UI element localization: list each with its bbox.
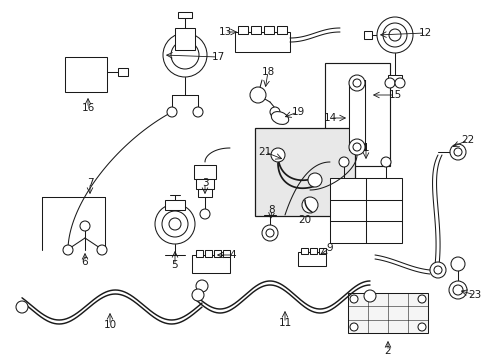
Circle shape — [270, 148, 285, 162]
Text: 3: 3 — [201, 178, 208, 188]
Circle shape — [394, 78, 404, 88]
Bar — [178, 12, 192, 18]
Text: 23: 23 — [468, 290, 481, 300]
Circle shape — [265, 229, 273, 237]
Circle shape — [349, 295, 357, 303]
Circle shape — [382, 23, 406, 47]
Circle shape — [193, 107, 203, 117]
Text: 19: 19 — [291, 107, 304, 117]
Circle shape — [97, 245, 107, 255]
Text: 13: 13 — [218, 27, 231, 37]
Circle shape — [192, 289, 203, 301]
Circle shape — [388, 29, 400, 41]
Bar — [192, 255, 229, 273]
Circle shape — [363, 290, 375, 302]
Bar — [196, 250, 203, 257]
Circle shape — [163, 33, 206, 77]
Bar — [164, 200, 184, 210]
Circle shape — [262, 225, 278, 241]
Circle shape — [429, 262, 445, 278]
Ellipse shape — [271, 112, 288, 125]
Circle shape — [169, 218, 181, 230]
Bar — [347, 293, 427, 333]
Text: 8: 8 — [268, 205, 275, 215]
Text: 11: 11 — [278, 318, 291, 328]
Bar — [276, 26, 286, 34]
Bar — [194, 165, 216, 179]
Bar — [348, 80, 364, 150]
Circle shape — [380, 157, 390, 167]
Bar — [204, 250, 212, 257]
Circle shape — [16, 301, 28, 313]
Text: 5: 5 — [171, 260, 178, 270]
Bar — [235, 32, 289, 52]
Circle shape — [352, 143, 360, 151]
Bar — [65, 57, 107, 92]
Circle shape — [307, 173, 321, 187]
Bar — [250, 26, 261, 34]
Text: 4: 4 — [229, 250, 236, 260]
Bar — [223, 250, 229, 257]
Circle shape — [249, 87, 265, 103]
Text: 15: 15 — [387, 90, 401, 100]
Circle shape — [452, 285, 462, 295]
Bar — [301, 248, 307, 254]
Bar — [309, 248, 316, 254]
Bar — [325, 63, 389, 166]
Circle shape — [200, 209, 209, 219]
Bar — [264, 26, 273, 34]
Bar — [118, 68, 128, 76]
Circle shape — [417, 323, 425, 331]
Circle shape — [352, 79, 360, 87]
Bar — [329, 178, 401, 243]
Text: 10: 10 — [103, 320, 116, 330]
Text: 21: 21 — [258, 147, 271, 157]
Circle shape — [433, 266, 441, 274]
Circle shape — [63, 245, 73, 255]
Circle shape — [269, 107, 280, 117]
Bar — [196, 179, 214, 189]
Circle shape — [338, 157, 348, 167]
Bar — [363, 31, 371, 39]
Circle shape — [196, 280, 207, 292]
Circle shape — [450, 257, 464, 271]
Circle shape — [155, 204, 195, 244]
Bar — [175, 28, 195, 50]
Bar — [254, 128, 354, 216]
Bar — [198, 189, 212, 197]
Text: 20: 20 — [298, 215, 311, 225]
Text: 1: 1 — [362, 143, 368, 153]
Circle shape — [348, 75, 364, 91]
Text: 7: 7 — [86, 178, 93, 188]
Text: 17: 17 — [211, 52, 224, 62]
Circle shape — [171, 41, 199, 69]
Circle shape — [384, 78, 394, 88]
Circle shape — [449, 144, 465, 160]
Bar — [238, 26, 247, 34]
Circle shape — [448, 281, 466, 299]
Circle shape — [162, 211, 187, 237]
Bar — [214, 250, 221, 257]
Circle shape — [453, 148, 461, 156]
Text: 14: 14 — [323, 113, 336, 123]
Text: 16: 16 — [81, 103, 95, 113]
Circle shape — [349, 323, 357, 331]
Circle shape — [348, 139, 364, 155]
Bar — [297, 252, 325, 266]
Text: 18: 18 — [261, 67, 274, 77]
Text: 12: 12 — [418, 28, 431, 38]
Circle shape — [302, 197, 317, 213]
Text: 22: 22 — [461, 135, 474, 145]
Text: 2: 2 — [384, 346, 390, 356]
Text: 6: 6 — [81, 257, 88, 267]
Bar — [318, 248, 325, 254]
Circle shape — [376, 17, 412, 53]
Circle shape — [80, 221, 90, 231]
Text: 9: 9 — [326, 243, 333, 253]
Circle shape — [417, 295, 425, 303]
Bar — [387, 75, 401, 83]
Circle shape — [167, 107, 177, 117]
